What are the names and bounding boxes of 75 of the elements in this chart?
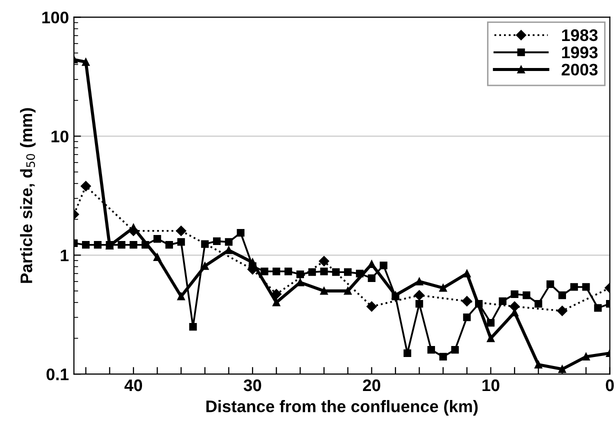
x-axis-title: Distance from the confluence (km) — [206, 400, 478, 416]
point — [558, 291, 566, 300]
point — [82, 58, 90, 66]
point — [177, 238, 185, 246]
point — [582, 352, 590, 361]
point — [176, 226, 186, 236]
point — [130, 241, 138, 249]
point — [439, 352, 447, 361]
point — [451, 346, 459, 354]
point — [308, 268, 316, 276]
point — [153, 253, 162, 262]
point — [463, 270, 471, 278]
y-tick-label: 1 — [60, 250, 69, 262]
point — [582, 283, 590, 291]
point — [224, 238, 233, 246]
point — [366, 301, 377, 312]
x-tick-label: 0 — [606, 379, 614, 392]
point — [80, 181, 91, 192]
point — [546, 280, 554, 288]
point — [558, 365, 566, 373]
point — [177, 292, 185, 300]
point — [320, 287, 328, 295]
point — [260, 268, 268, 276]
point — [94, 241, 102, 249]
legend-label: 1983 — [562, 29, 598, 42]
point — [570, 283, 578, 291]
point — [404, 349, 412, 357]
point — [153, 235, 162, 243]
point — [368, 260, 376, 268]
point — [248, 258, 256, 266]
x-tick-label: 30 — [244, 379, 262, 392]
y-axis-title: Particle size, d$_{50}$ (mm) — [20, 108, 36, 283]
point — [344, 287, 352, 295]
point — [284, 268, 292, 276]
point — [201, 240, 209, 248]
point — [463, 314, 471, 322]
point — [594, 304, 602, 312]
x-tick-label: 10 — [482, 379, 500, 392]
point — [272, 268, 280, 276]
y-tick-label: 10 — [52, 130, 68, 142]
point — [510, 290, 518, 298]
point — [486, 334, 495, 342]
point — [296, 270, 304, 278]
point — [82, 241, 90, 249]
legend-label: 2003 — [562, 64, 598, 76]
point — [414, 290, 424, 300]
point — [498, 297, 506, 306]
point — [332, 268, 340, 276]
legend-label: 1993 — [562, 46, 598, 58]
x-tick-label: 40 — [124, 379, 142, 392]
point — [213, 237, 221, 245]
point — [415, 300, 424, 308]
point — [368, 274, 376, 282]
point — [427, 346, 436, 354]
point — [439, 284, 447, 292]
point — [380, 262, 388, 270]
point — [236, 229, 244, 237]
point — [557, 306, 568, 316]
point — [522, 291, 530, 300]
point — [318, 256, 330, 266]
y-tick-label: 0.1 — [46, 368, 69, 380]
point — [165, 241, 174, 249]
point — [272, 298, 280, 306]
point — [462, 296, 472, 306]
point — [224, 246, 233, 254]
y-tick-label: 100 — [42, 12, 68, 24]
point — [534, 300, 542, 308]
point — [320, 268, 328, 276]
point — [344, 268, 352, 276]
point — [534, 360, 542, 368]
point — [118, 241, 126, 249]
point — [415, 278, 424, 286]
x-tick-label: 20 — [362, 379, 380, 392]
point — [189, 322, 197, 331]
point — [486, 318, 495, 327]
